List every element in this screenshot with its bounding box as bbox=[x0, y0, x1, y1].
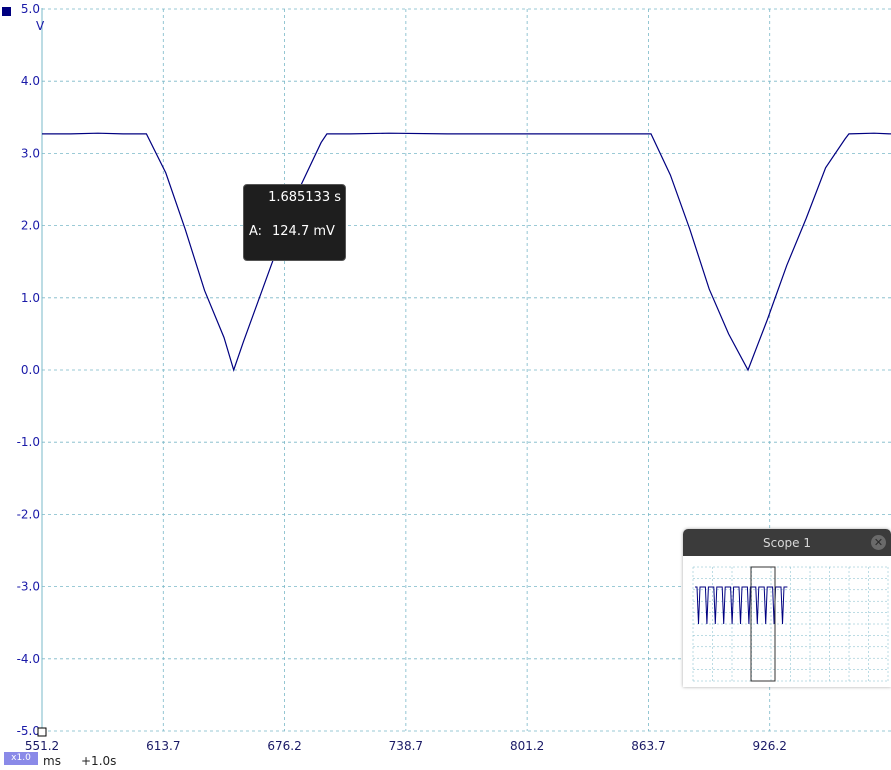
y-tick-label: -3.0 bbox=[17, 580, 40, 594]
y-tick-label: -1.0 bbox=[17, 435, 40, 449]
overview-titlebar[interactable]: Scope 1 ✕ bbox=[683, 529, 891, 556]
x-tick-label: 926.2 bbox=[753, 739, 787, 753]
tooltip-time: 1.685133 s bbox=[268, 190, 341, 205]
overview-trace bbox=[695, 586, 788, 625]
x-tick-label: 676.2 bbox=[267, 739, 301, 753]
channel-a-marker[interactable] bbox=[2, 7, 11, 16]
tooltip-value: 124.7 mV bbox=[272, 224, 335, 239]
zoom-badge[interactable]: x1.0 bbox=[4, 752, 38, 765]
tooltip-channel: A: bbox=[249, 224, 263, 239]
overview-window[interactable]: Scope 1 ✕ bbox=[683, 529, 891, 687]
x-unit-label: ms bbox=[43, 754, 61, 768]
x-tick-label: 801.2 bbox=[510, 739, 544, 753]
y-tick-label: 4.0 bbox=[21, 74, 40, 88]
y-tick-label: 2.0 bbox=[21, 219, 40, 233]
x-axis-ticks: 551.2 613.7 676.2 738.7 801.2 863.7 926.2 bbox=[25, 739, 787, 753]
y-unit-label: V bbox=[36, 19, 45, 33]
x-tick-label: 613.7 bbox=[146, 739, 180, 753]
channel-a-trace bbox=[42, 132, 891, 372]
y-tick-label: 5.0 bbox=[21, 2, 40, 16]
y-tick-label: -2.0 bbox=[17, 507, 40, 521]
x-offset-label: +1.0s bbox=[81, 754, 116, 768]
trigger-marker[interactable] bbox=[37, 727, 47, 737]
y-tick-label: 0.0 bbox=[21, 363, 40, 377]
overview-viewport[interactable] bbox=[750, 566, 776, 682]
x-tick-label: 738.7 bbox=[389, 739, 423, 753]
overview-grid bbox=[692, 566, 889, 682]
y-tick-label: -5.0 bbox=[17, 724, 40, 738]
y-axis-ticks: 5.0 4.0 3.0 2.0 1.0 0.0 -1.0 -2.0 -3.0 -4.0 -5.0 bbox=[17, 2, 40, 738]
y-tick-label: -4.0 bbox=[17, 652, 40, 666]
overview-plot[interactable] bbox=[683, 556, 891, 687]
overview-title: Scope 1 bbox=[762, 536, 811, 550]
y-tick-label: 1.0 bbox=[21, 291, 40, 305]
close-icon[interactable]: ✕ bbox=[871, 535, 886, 550]
cursor-tooltip: 1.685133 s A: 124.7 mV bbox=[243, 184, 346, 261]
y-tick-label: 3.0 bbox=[21, 146, 40, 160]
x-tick-label: 551.2 bbox=[25, 739, 59, 753]
x-tick-label: 863.7 bbox=[631, 739, 665, 753]
